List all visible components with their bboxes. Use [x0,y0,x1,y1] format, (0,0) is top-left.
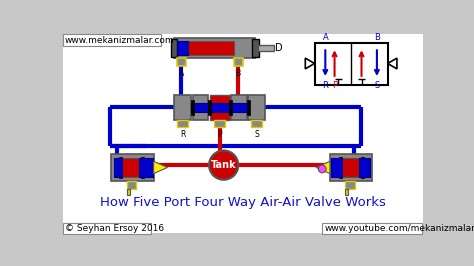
Text: How Five Port Four Way Air-Air Valve Works: How Five Port Four Way Air-Air Valve Wor… [100,196,386,209]
Circle shape [319,165,326,173]
Bar [139,158,153,177]
Bar [247,100,250,115]
Bar [331,158,342,177]
Text: Tank: Tank [211,160,237,170]
Bar [234,58,243,66]
Bar [119,157,122,178]
Bar [210,95,230,120]
Bar [252,39,259,57]
Bar [191,103,248,112]
Text: www.mekanizmalar.com: www.mekanizmalar.com [65,35,175,44]
Bar [346,189,348,195]
Text: A: A [322,33,328,41]
Bar [208,100,211,115]
Bar [177,58,186,66]
Bar [214,120,225,127]
Text: R: R [180,130,185,139]
Bar [339,157,342,178]
Text: P: P [218,130,222,139]
Text: S: S [255,130,259,139]
Text: B: B [236,69,241,78]
Bar [361,157,364,178]
Text: © Seyhan Ersoy 2016: © Seyhan Ersoy 2016 [65,224,164,233]
Bar [177,120,188,127]
Text: D: D [275,43,283,53]
Bar [248,95,265,120]
Bar [342,158,359,177]
Bar [127,181,136,189]
Bar [171,39,177,57]
Bar [174,38,255,58]
Text: www.youtube.com/mekanizmalar: www.youtube.com/mekanizmalar [325,224,474,233]
Bar [229,100,232,115]
Bar [330,153,372,181]
Bar [127,189,130,195]
Bar [315,43,388,85]
Circle shape [209,151,238,180]
Bar [251,120,262,127]
Bar [231,95,247,120]
Bar [63,223,151,234]
Bar [359,158,370,177]
Polygon shape [316,161,330,174]
Polygon shape [305,58,315,69]
Text: B: B [374,33,380,41]
Text: R: R [322,81,328,90]
Bar [111,153,154,181]
Bar [258,45,273,51]
Bar [193,95,208,120]
Bar [114,158,122,177]
Bar [174,95,191,120]
Bar [191,100,194,115]
Bar [179,41,235,55]
Bar [322,223,422,234]
Text: P: P [332,81,337,90]
Polygon shape [154,161,167,174]
Text: S: S [374,81,380,90]
Bar [140,157,144,178]
Bar [177,41,188,55]
Text: A: A [179,69,184,78]
Bar [122,158,139,177]
Bar [63,34,161,46]
Bar [346,181,355,189]
Polygon shape [388,58,397,69]
